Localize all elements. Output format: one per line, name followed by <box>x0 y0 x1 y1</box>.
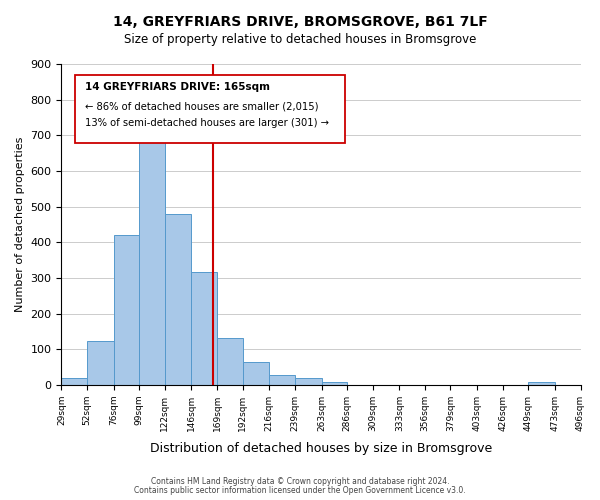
Bar <box>87 342 113 385</box>
Text: Size of property relative to detached houses in Bromsgrove: Size of property relative to detached ho… <box>124 32 476 46</box>
Bar <box>528 382 555 385</box>
Text: 14 GREYFRIARS DRIVE: 165sqm: 14 GREYFRIARS DRIVE: 165sqm <box>85 82 270 92</box>
Text: Contains public sector information licensed under the Open Government Licence v3: Contains public sector information licen… <box>134 486 466 495</box>
Bar <box>269 375 295 385</box>
Text: ← 86% of detached houses are smaller (2,015): ← 86% of detached houses are smaller (2,… <box>85 101 319 111</box>
Bar <box>61 378 87 385</box>
Bar <box>191 272 217 385</box>
Text: 13% of semi-detached houses are larger (301) →: 13% of semi-detached houses are larger (… <box>85 118 329 128</box>
Bar <box>322 382 347 385</box>
Bar <box>139 124 165 385</box>
Text: 14, GREYFRIARS DRIVE, BROMSGROVE, B61 7LF: 14, GREYFRIARS DRIVE, BROMSGROVE, B61 7L… <box>113 15 487 29</box>
Bar <box>295 378 322 385</box>
Bar <box>165 214 191 385</box>
Bar <box>113 235 139 385</box>
Text: Contains HM Land Registry data © Crown copyright and database right 2024.: Contains HM Land Registry data © Crown c… <box>151 477 449 486</box>
Y-axis label: Number of detached properties: Number of detached properties <box>15 136 25 312</box>
X-axis label: Distribution of detached houses by size in Bromsgrove: Distribution of detached houses by size … <box>150 442 492 455</box>
Bar <box>217 338 242 385</box>
Bar <box>242 362 269 385</box>
